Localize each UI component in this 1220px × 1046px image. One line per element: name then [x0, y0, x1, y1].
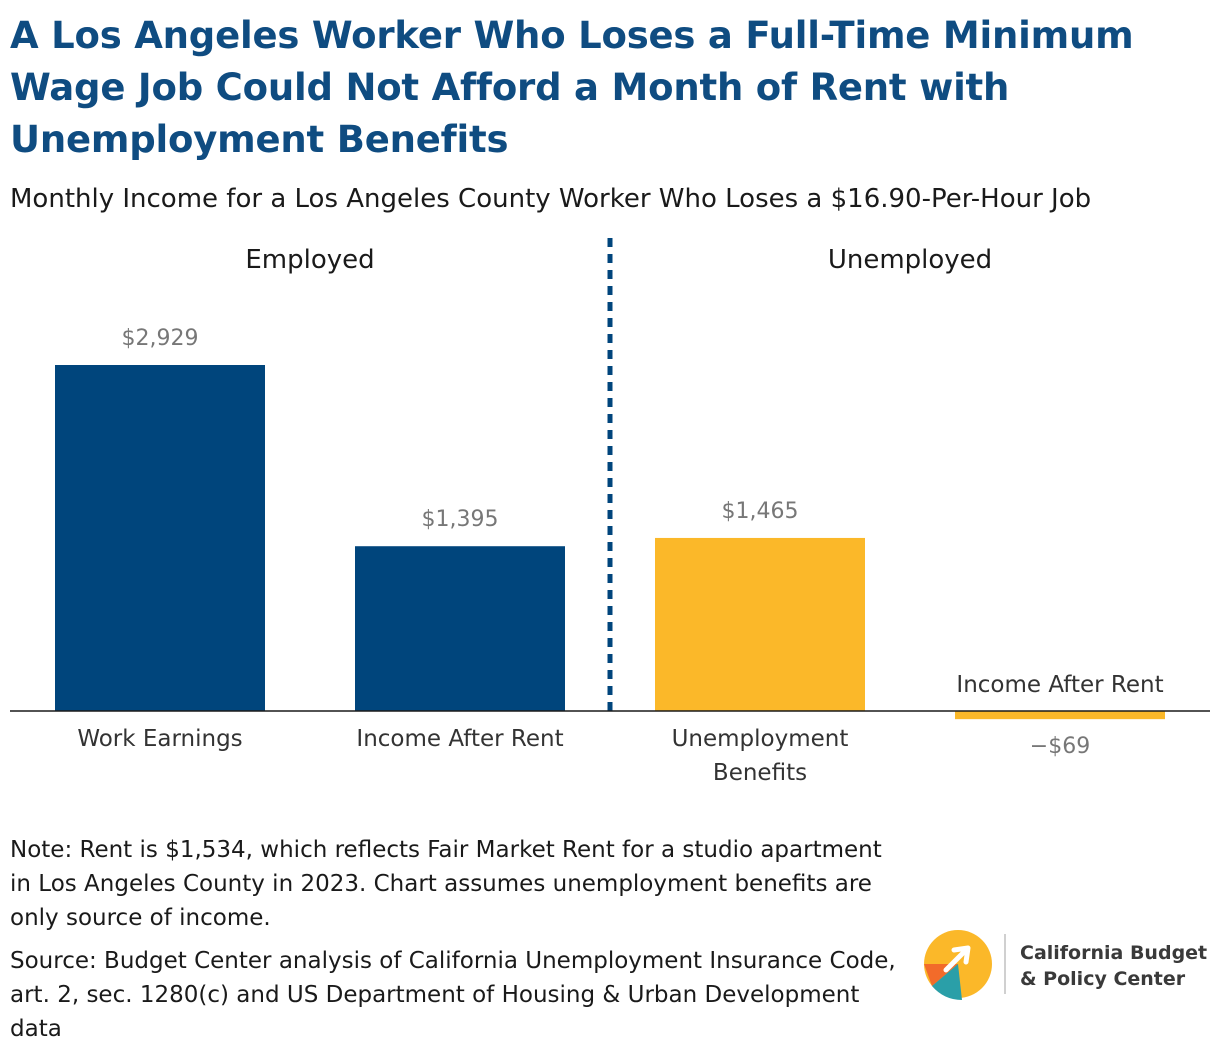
bar-2 [355, 546, 565, 711]
logo-line-2: & Policy Center [1020, 968, 1186, 990]
category-label-3-1: Unemployment [672, 726, 849, 752]
chart-source: Source: Budget Center analysis of Califo… [10, 948, 896, 1042]
category-label-3-2: Benefits [713, 760, 807, 786]
chart-note: Note: Rent is $1,534, which reflects Fai… [10, 837, 882, 931]
group-label-unemployed: Unemployed [828, 245, 992, 275]
bar-1 [55, 365, 265, 711]
value-label-2: $1,395 [422, 507, 499, 532]
organization-logo: California Budget & Policy Center [918, 926, 1208, 1006]
category-label-4-1: Income After Rent [956, 672, 1163, 698]
category-label-2-1: Income After Rent [356, 726, 563, 752]
chart-subtitle: Monthly Income for a Los Angeles County … [10, 184, 1092, 214]
logo-line-1: California Budget [1020, 942, 1208, 964]
chart-title: A Los Angeles Worker Who Loses a Full-Ti… [10, 14, 1134, 161]
logo-divider [1004, 934, 1006, 994]
bar-3 [655, 537, 865, 711]
value-label-1: $2,929 [122, 326, 199, 351]
category-label-1-1: Work Earnings [77, 726, 242, 752]
logo-text: California Budget & Policy Center [1020, 940, 1207, 992]
group-label-employed: Employed [245, 245, 374, 275]
bar-chart: Employed Unemployed $2,929 Work Earnings $1,… [10, 238, 1210, 786]
logo-mark-icon [924, 930, 992, 1000]
value-label-4: −$69 [1030, 734, 1090, 759]
value-label-3: $1,465 [722, 499, 799, 524]
bar-4 [955, 711, 1165, 720]
